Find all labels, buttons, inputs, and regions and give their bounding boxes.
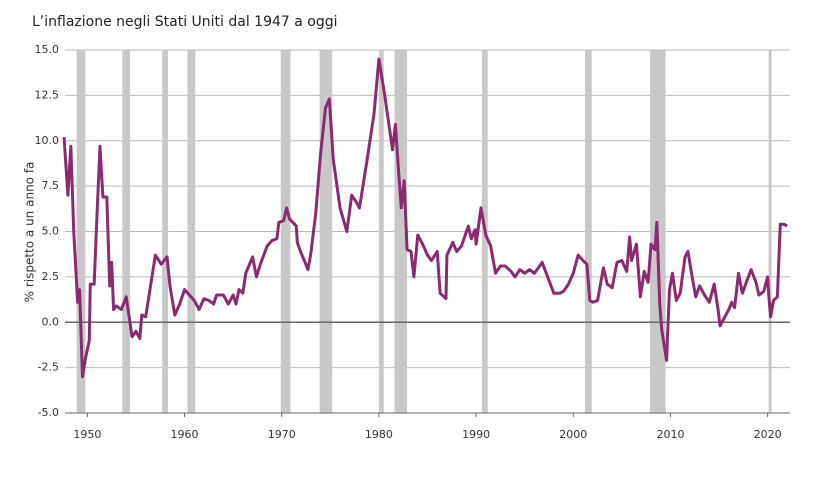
recession-band bbox=[76, 50, 86, 413]
recession-band bbox=[768, 50, 772, 413]
y-tick-label: -5.0 bbox=[38, 406, 59, 419]
recession-band bbox=[584, 50, 592, 413]
chart-title: L’inflazione negli Stati Uniti dal 1947 … bbox=[32, 14, 338, 30]
x-tick-label: 1990 bbox=[462, 428, 490, 441]
y-tick-label: -2.5 bbox=[38, 361, 59, 374]
x-tick-label: 1970 bbox=[268, 428, 296, 441]
recession-band bbox=[378, 50, 384, 413]
recession-band bbox=[280, 50, 291, 413]
y-tick-label: 15.0 bbox=[35, 43, 60, 56]
recession-band bbox=[187, 50, 196, 413]
x-tick-label: 1960 bbox=[171, 428, 199, 441]
inflation-line bbox=[62, 57, 788, 379]
x-tick-label: 1950 bbox=[73, 428, 101, 441]
y-tick-label: 7.5 bbox=[42, 179, 60, 192]
y-tick-label: 10.0 bbox=[35, 134, 60, 147]
y-axis-label: % rispetto a un anno fa bbox=[23, 162, 37, 303]
x-tick-label: 2010 bbox=[656, 428, 684, 441]
y-tick-label: 0.0 bbox=[42, 315, 60, 328]
x-tick-label: 1980 bbox=[365, 428, 393, 441]
x-tick-label: 2020 bbox=[754, 428, 782, 441]
y-tick-label: 2.5 bbox=[42, 270, 60, 283]
y-tick-label: 12.5 bbox=[35, 88, 60, 101]
x-tick-label: 2000 bbox=[559, 428, 587, 441]
recession-band bbox=[162, 50, 169, 413]
y-tick-label: 5.0 bbox=[42, 225, 60, 238]
recession-band bbox=[122, 50, 131, 413]
